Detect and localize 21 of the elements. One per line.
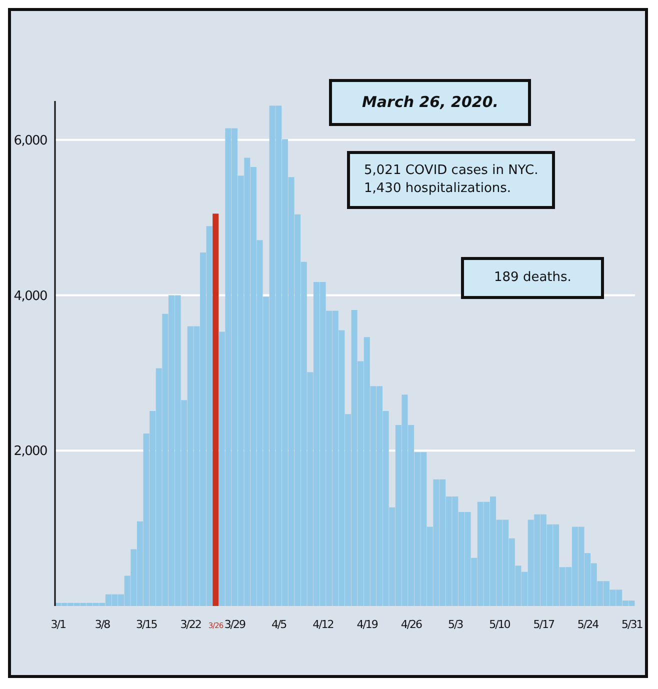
y-tick-label: 4,000 — [14, 288, 48, 304]
callout-box: 5,021 COVID cases in NYC. 1,430 hospitalizations. — [347, 151, 556, 210]
x-tick-label: 5/31 — [621, 618, 642, 631]
x-tick-label: 3/22 — [180, 618, 201, 631]
x-tick-label: 3/1 — [50, 618, 66, 631]
y-tick-label: 6,000 — [14, 133, 48, 148]
callout-box: March 26, 2020. — [329, 79, 532, 126]
x-tick-label: 4/26 — [400, 618, 423, 631]
x-tick-label: 5/3 — [448, 618, 464, 631]
x-tick-label: 4/19 — [356, 618, 378, 631]
x-tick-label: 5/24 — [577, 618, 600, 631]
x-tick-label: 3/15 — [136, 618, 158, 631]
bar — [212, 214, 219, 606]
x-tick-label: 3/29 — [224, 618, 246, 631]
x-tick-label: 5/10 — [489, 618, 511, 631]
y-tick-label: 2,000 — [14, 444, 48, 460]
x-tick-label: 4/12 — [312, 618, 334, 631]
callout-box: 189 deaths. — [461, 257, 604, 300]
x-tick-label: 3/8 — [94, 618, 111, 631]
x-tick-label: 4/5 — [271, 618, 288, 631]
x-tick-label: 5/17 — [533, 618, 555, 631]
